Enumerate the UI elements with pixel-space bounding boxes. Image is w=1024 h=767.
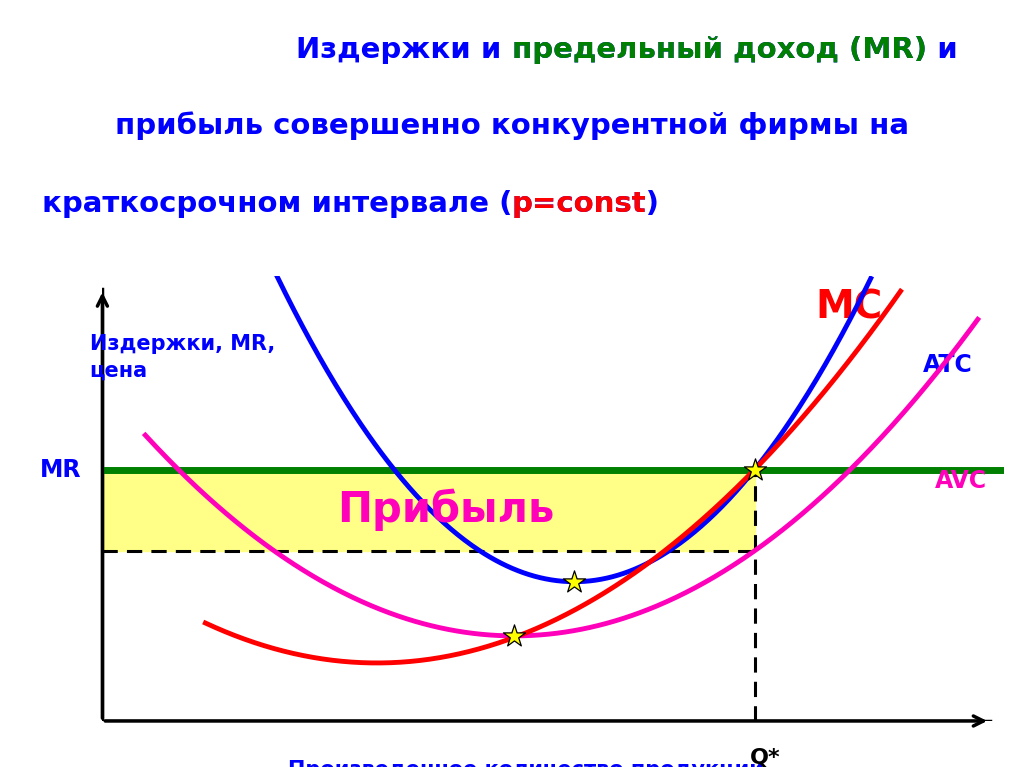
Text: Прибыль: Прибыль [337, 489, 554, 532]
Point [746, 463, 763, 476]
Text: Издержки и: Издержки и [297, 36, 512, 64]
Point [506, 630, 522, 642]
Text: p=const): p=const) [512, 190, 660, 218]
Text: Q*: Q* [750, 748, 780, 767]
Text: предельный доход (MR) и: предельный доход (MR) и [512, 36, 957, 64]
Text: Произведенное количество продукции: Произведенное количество продукции [288, 759, 764, 767]
Text: ATC: ATC [923, 353, 973, 377]
Text: прибыль совершенно конкурентной фирмы на: прибыль совершенно конкурентной фирмы на [115, 111, 909, 140]
Text: Издержки, MR,
цена: Издержки, MR, цена [89, 334, 274, 380]
Point [566, 575, 583, 588]
Text: MR: MR [40, 458, 81, 482]
Text: предельный доход (MR): предельный доход (MR) [512, 36, 927, 64]
Text: AVC: AVC [935, 469, 987, 493]
Text: MC: MC [815, 288, 883, 326]
Text: p=const: p=const [512, 190, 646, 218]
Text: краткосрочном интервале (: краткосрочном интервале ( [42, 190, 512, 218]
